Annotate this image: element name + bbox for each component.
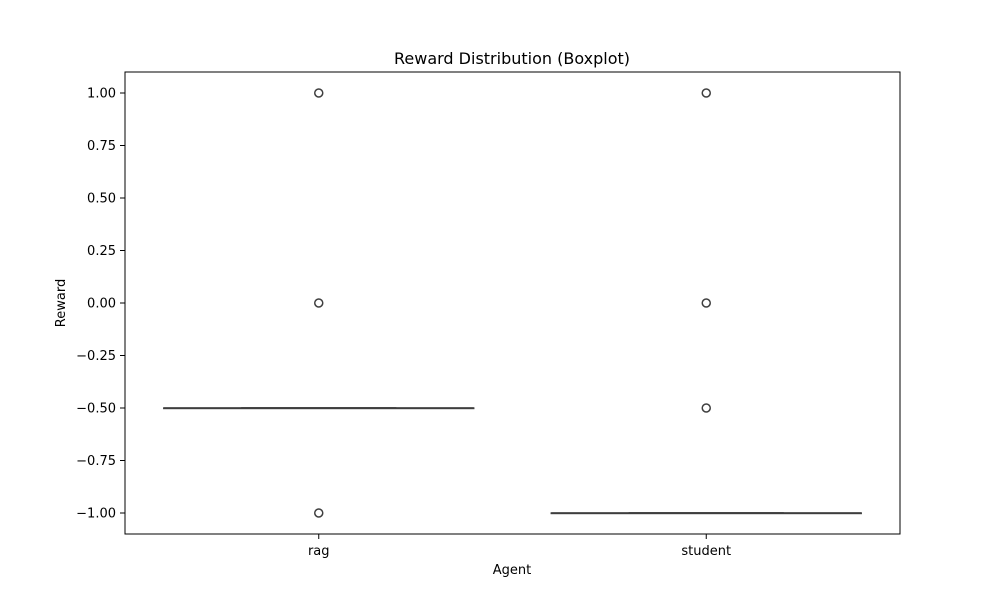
y-tick-label: 0.50 bbox=[87, 192, 116, 207]
y-axis-ticks: 1.00 0.75 0.50 0.25 0.00 −0.25 −0.50 −0.75 −1.00 bbox=[76, 87, 125, 522]
y-tick-label: −0.25 bbox=[76, 349, 116, 364]
y-tick-label: 0.75 bbox=[87, 139, 116, 154]
x-tick-label: rag bbox=[308, 544, 330, 559]
outlier-point bbox=[314, 298, 324, 308]
outlier-point bbox=[701, 403, 711, 413]
y-tick-label: −1.00 bbox=[76, 507, 116, 522]
y-tick-label: −0.75 bbox=[76, 454, 116, 469]
outlier-point bbox=[314, 88, 324, 98]
y-tick-label: 0.00 bbox=[87, 297, 116, 312]
y-tick-label: 1.00 bbox=[87, 87, 116, 102]
outlier-point bbox=[314, 508, 324, 518]
box-rag bbox=[163, 88, 475, 518]
y-tick-label: −0.50 bbox=[76, 402, 116, 417]
chart-title: Reward Distribution (Boxplot) bbox=[394, 49, 630, 68]
box-student bbox=[550, 88, 862, 515]
x-axis-label: Agent bbox=[493, 563, 531, 578]
x-axis-ticks: rag student bbox=[308, 534, 731, 559]
x-tick-label: student bbox=[681, 544, 731, 559]
outlier-point bbox=[701, 298, 711, 308]
outlier-point bbox=[701, 88, 711, 98]
boxplot-series bbox=[163, 88, 862, 518]
plot-area bbox=[124, 71, 901, 535]
y-tick-label: 0.25 bbox=[87, 244, 116, 259]
y-axis-label: Reward bbox=[54, 279, 69, 327]
